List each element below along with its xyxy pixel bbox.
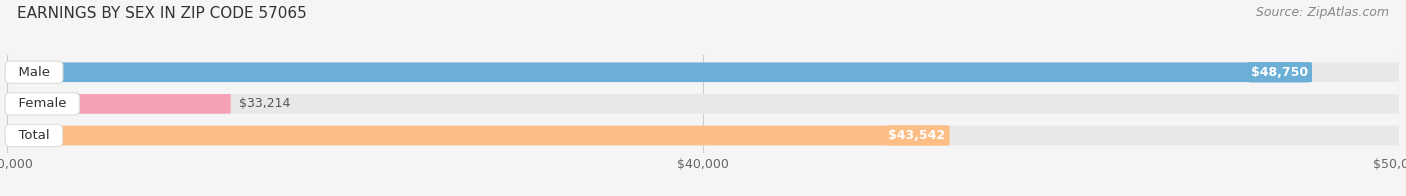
Text: Female: Female bbox=[10, 97, 75, 110]
Text: EARNINGS BY SEX IN ZIP CODE 57065: EARNINGS BY SEX IN ZIP CODE 57065 bbox=[17, 6, 307, 21]
FancyBboxPatch shape bbox=[7, 94, 1399, 114]
Text: $48,750: $48,750 bbox=[1251, 66, 1308, 79]
FancyBboxPatch shape bbox=[7, 63, 1312, 82]
Text: Total: Total bbox=[10, 129, 58, 142]
FancyBboxPatch shape bbox=[7, 94, 231, 114]
FancyBboxPatch shape bbox=[7, 63, 1399, 82]
Text: Source: ZipAtlas.com: Source: ZipAtlas.com bbox=[1256, 6, 1389, 19]
Text: $33,214: $33,214 bbox=[239, 97, 291, 110]
FancyBboxPatch shape bbox=[7, 126, 949, 145]
Text: $43,542: $43,542 bbox=[889, 129, 945, 142]
FancyBboxPatch shape bbox=[7, 126, 1399, 145]
Text: Male: Male bbox=[10, 66, 58, 79]
